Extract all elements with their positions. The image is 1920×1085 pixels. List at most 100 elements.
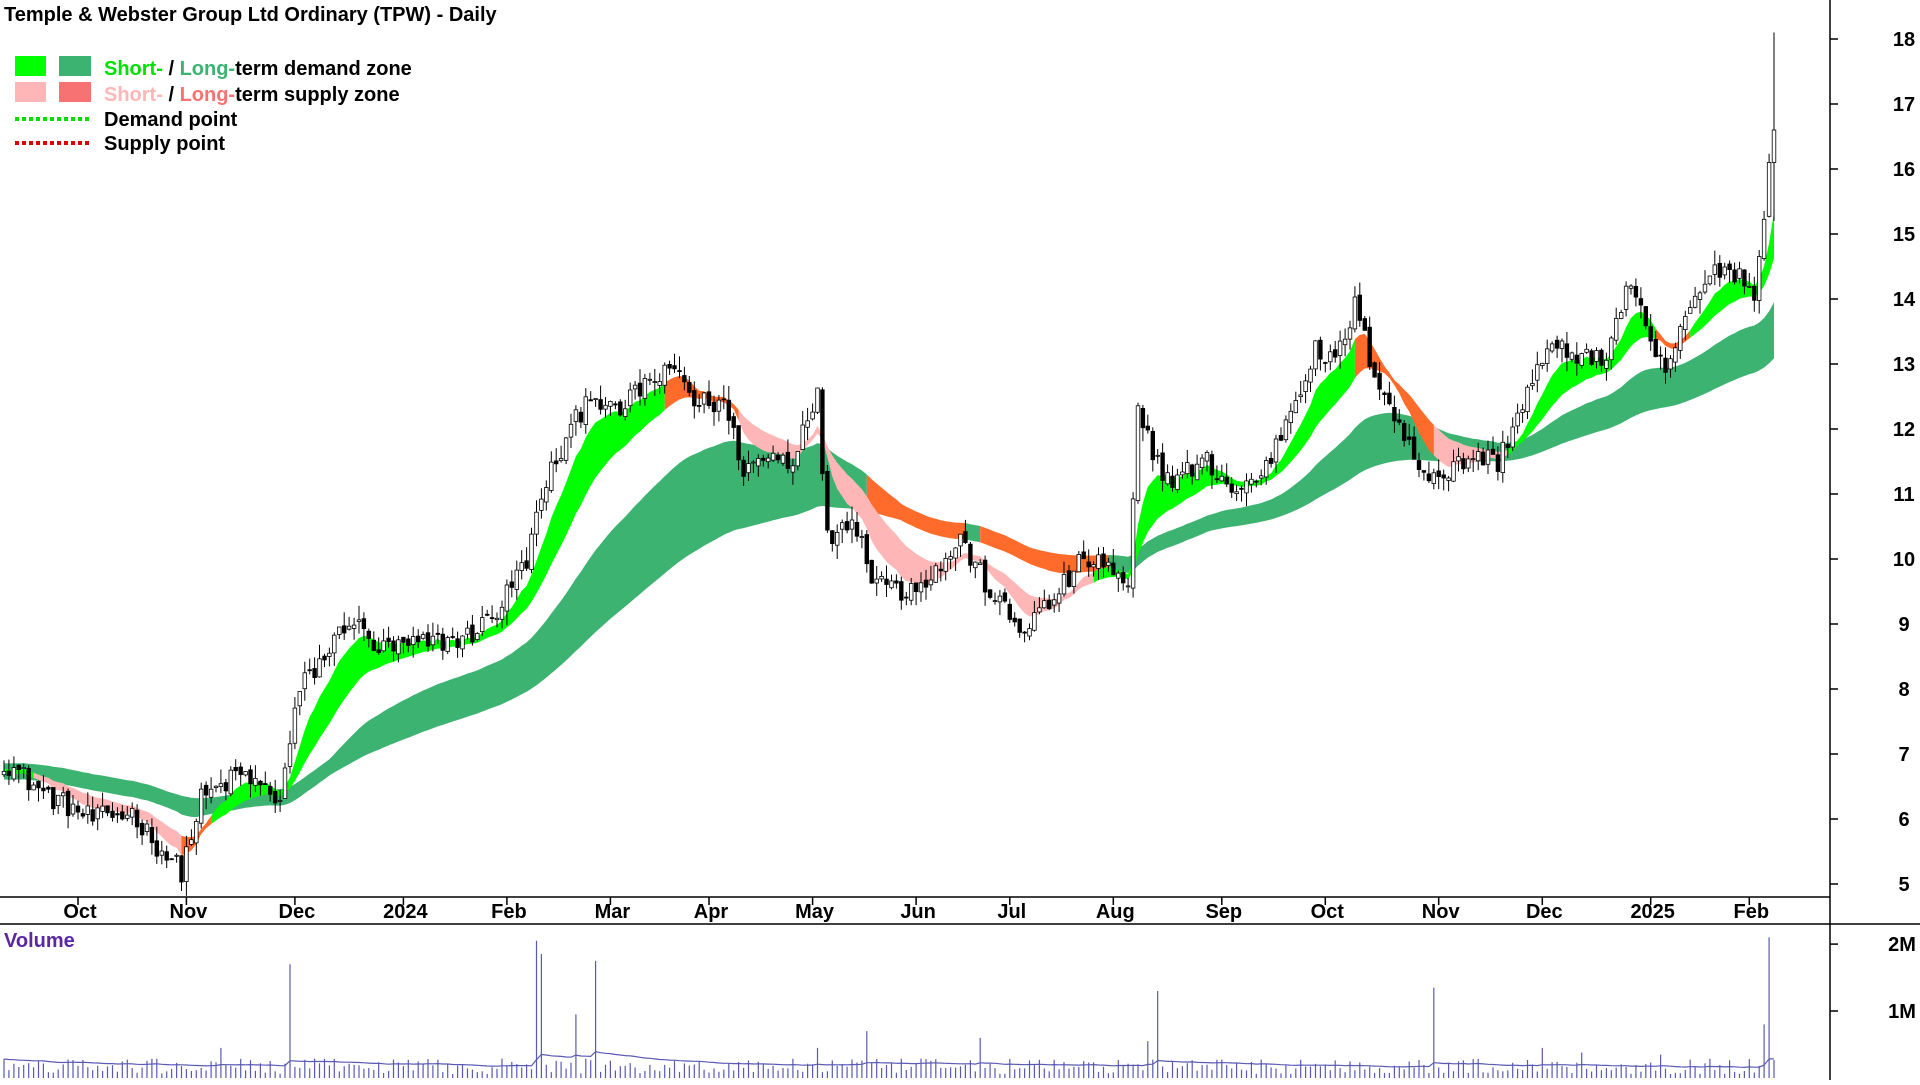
- candle-body: [1673, 347, 1678, 363]
- candle-body: [1032, 612, 1037, 631]
- candle-body: [184, 846, 189, 882]
- candle-body: [376, 649, 381, 653]
- candle-body: [169, 858, 174, 861]
- date-tick-label: Jun: [900, 901, 936, 923]
- date-tick-label: Feb: [491, 901, 527, 923]
- candle-body: [554, 460, 559, 465]
- candle-body: [1116, 572, 1121, 579]
- candle-body: [573, 409, 579, 422]
- candle-body: [475, 633, 480, 641]
- legend-supply-point-label: Supply point: [104, 133, 225, 155]
- candle-body: [159, 850, 164, 856]
- candle-body: [632, 384, 638, 390]
- candle-body: [1, 771, 7, 776]
- candle-body: [1066, 570, 1072, 587]
- candle-body: [455, 638, 460, 648]
- candle-body: [1569, 352, 1575, 360]
- candle-body: [361, 618, 367, 630]
- candle-body: [371, 639, 376, 651]
- candle-body: [1589, 350, 1594, 365]
- candle-body: [1535, 364, 1540, 381]
- ticks-layer: 5 6 7 8 9 10 11 12 13 14 15 16 17 18 Oct Nov Dec 2024 Feb M…: [63, 29, 1916, 1023]
- candle-body: [391, 640, 396, 652]
- candle-body: [198, 788, 204, 824]
- date-tick-label: 2025: [1630, 901, 1675, 923]
- candle-body: [534, 511, 539, 535]
- candle-body: [1204, 451, 1210, 462]
- candle-body: [302, 672, 307, 690]
- candle-body: [494, 617, 500, 621]
- candle-body: [327, 652, 332, 657]
- date-tick-label: Dec: [1526, 901, 1563, 923]
- candle-body: [470, 624, 475, 643]
- date-tick-label: Feb: [1734, 901, 1770, 923]
- candle-body: [154, 840, 159, 857]
- candle-body: [1683, 315, 1688, 330]
- volume-tick-label: 2M: [1888, 934, 1916, 956]
- price-tick-label: 10: [1893, 549, 1915, 571]
- candle-body: [780, 454, 786, 464]
- candle-body: [864, 534, 869, 565]
- candle-body: [1337, 340, 1343, 357]
- candle-body: [1633, 285, 1639, 298]
- candle-body: [248, 769, 253, 785]
- candle-body: [1619, 312, 1624, 319]
- candle-body: [1485, 449, 1491, 465]
- candle-body: [1111, 562, 1116, 576]
- candle-body: [1628, 285, 1634, 289]
- candle-body: [1638, 298, 1644, 306]
- candle-body: [238, 766, 243, 775]
- candle-body: [16, 764, 21, 770]
- candle-body: [830, 530, 835, 545]
- candle-body: [519, 562, 524, 571]
- candle-body: [608, 400, 613, 407]
- candle-body: [583, 396, 588, 425]
- volume-layer: [3, 937, 1775, 1078]
- candle-body: [1264, 460, 1269, 478]
- date-tick-label: Apr: [694, 901, 729, 923]
- price-tick-label: 5: [1898, 874, 1909, 896]
- candle-body: [105, 805, 110, 814]
- candle-body: [1175, 474, 1180, 491]
- candle-body: [1254, 480, 1259, 483]
- candle-body: [761, 457, 766, 461]
- candle-body: [272, 791, 278, 804]
- candle-body: [1407, 436, 1412, 440]
- candle-body: [1288, 410, 1293, 423]
- candle-body: [1372, 362, 1377, 378]
- candle-body: [1451, 461, 1456, 482]
- candle-body: [741, 459, 746, 477]
- candle-body: [815, 387, 820, 413]
- candle-body: [75, 805, 81, 813]
- candle-body: [1653, 338, 1658, 357]
- candle-body: [297, 691, 302, 707]
- candle-body: [189, 839, 194, 845]
- candle-body: [899, 581, 904, 601]
- candle-body: [1091, 564, 1096, 568]
- candle-body: [756, 457, 761, 467]
- candle-body: [228, 769, 233, 795]
- candle-body: [85, 805, 90, 815]
- candle-body: [396, 639, 401, 655]
- legend-supply-zone-label: Short- / Long-term supply zone: [104, 84, 400, 106]
- candle-body: [978, 562, 983, 566]
- legend-demand-rest: term demand zone: [235, 58, 412, 80]
- date-tick-label: Mar: [595, 901, 631, 923]
- candle-body: [766, 457, 771, 463]
- candle-body: [1712, 264, 1717, 275]
- candle-body: [618, 401, 623, 416]
- legend-supply-short: Short-: [104, 84, 163, 106]
- candle-body: [1165, 472, 1170, 485]
- short-term-zone-segment-1: [33, 772, 182, 856]
- price-tick-label: 12: [1893, 419, 1915, 441]
- candle-body: [287, 743, 293, 767]
- candle-body: [716, 399, 722, 412]
- candle-body: [1525, 386, 1530, 413]
- legend-supply-sep: /: [163, 84, 180, 106]
- candle-body: [435, 632, 441, 635]
- candle-body: [445, 637, 450, 652]
- short-term-zone-segment-9: [1507, 311, 1656, 456]
- candle-body: [840, 522, 845, 530]
- candle-body: [1564, 343, 1570, 358]
